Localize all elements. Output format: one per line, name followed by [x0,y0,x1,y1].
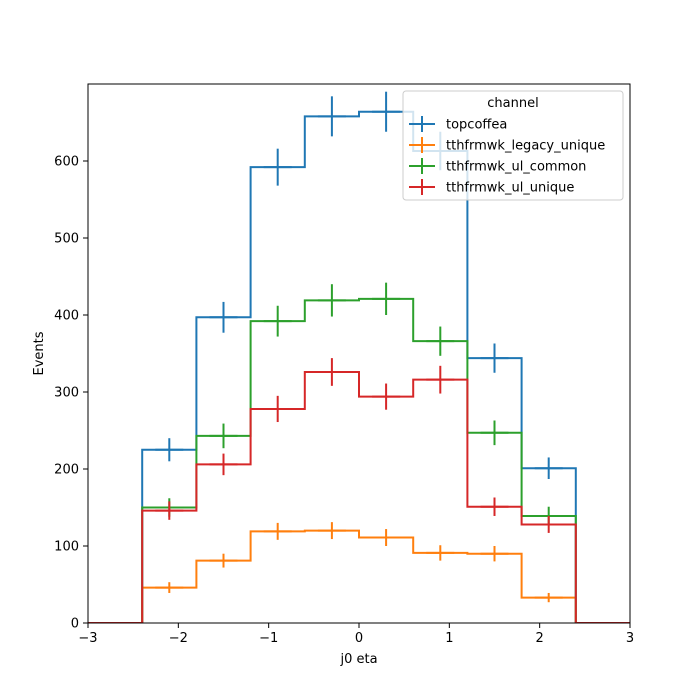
series-step-line [88,370,630,623]
y-tick-label: 600 [54,155,79,170]
legend-label: tthfrmwk_ul_common [446,160,586,175]
y-tick-label: 300 [54,386,79,401]
x-tick-label: −3 [78,631,97,646]
axes: −3 −2 −1 0 1 2 3 0 100 200 300 400 500 600 j0 eta Event… [32,83,634,667]
y-tick-label: 200 [54,463,79,478]
series-step-line [88,529,630,623]
legend-item: tthfrmwk_ul_unique [409,179,574,196]
x-tick-label: 1 [445,631,453,646]
legend: channel topcoffea tthfrmwk_legacy_uniquett… [402,90,624,201]
legend-box [402,90,624,201]
legend-item: tthfrmwk_legacy_unique [409,137,605,154]
x-tick-label: 2 [536,631,544,646]
legend-item: topcoffea [409,116,507,133]
y-axis-label: Events [32,331,47,375]
legend-item: tthfrmwk_ul_common [409,158,586,175]
y-tick-label: 500 [54,232,79,247]
x-tick-label: 3 [626,631,634,646]
y-tick-label: 400 [54,309,79,324]
legend-label: tthfrmwk_legacy_unique [446,139,605,154]
legend-label: tthfrmwk_ul_unique [446,181,574,196]
x-tick-label: 0 [355,631,363,646]
y-tick-label: 0 [71,617,79,632]
legend-label: topcoffea [446,118,507,133]
x-tick-label: −2 [169,631,188,646]
legend-title: channel [487,96,538,111]
x-axis-label: j0 eta [339,652,377,667]
series-tthfrmwk_legacy_unique [88,522,630,623]
series-group [88,91,630,623]
x-tick-label: −1 [259,631,278,646]
plot-area [88,91,630,623]
y-tick-label: 100 [54,540,79,555]
series-tthfrmwk_ul_unique [88,358,630,623]
